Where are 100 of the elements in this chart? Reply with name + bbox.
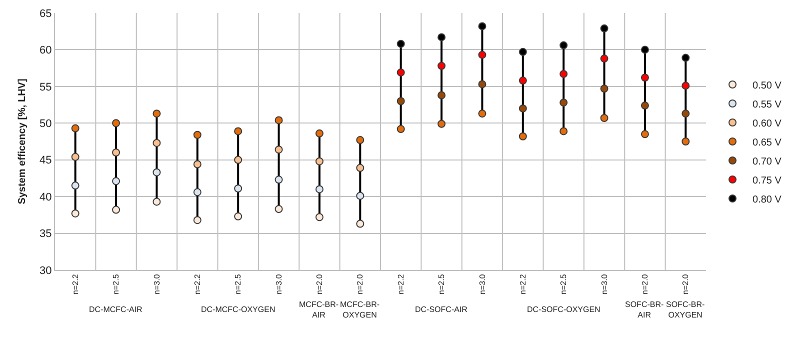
text: MCFC-BR-AIR [299,300,339,320]
y-tick-label: 55 [40,81,52,94]
point [152,110,161,118]
point [193,160,202,168]
point [71,124,80,132]
point [152,168,161,176]
text: SOFC-BR-OXYGEN [666,300,705,320]
point [560,70,568,78]
point [600,24,608,32]
point [315,213,324,222]
y-tick-label: 60 [40,44,52,57]
point [600,84,608,93]
point [438,91,446,100]
legend-label: 0.60 V [752,118,782,130]
text: MCFC-BR-OXYGEN [340,300,380,320]
legend-label: 0.75 V [752,175,782,186]
point [396,40,405,48]
point [560,41,568,50]
point [274,146,283,154]
point [396,125,405,134]
legend-label: 0.80 V [752,194,782,206]
point [560,127,568,136]
text: DC-MCFC-AIR [89,305,143,314]
point [600,54,608,63]
point [234,156,242,164]
point [518,104,527,112]
point [315,185,324,194]
point [640,102,649,110]
point [152,198,161,206]
point [315,157,324,166]
point [640,46,649,54]
point [112,206,120,214]
point [640,74,649,82]
legend-label: 0.65 V [752,137,782,148]
x-tick-label: n=2.0 [681,274,690,294]
x-tick-label: n=2.2 [396,274,406,294]
point [71,182,80,190]
point [234,212,242,220]
x-tick-label: n=3.0 [152,274,162,294]
point [234,127,242,136]
point [193,130,202,139]
y-tick-label: 30 [40,264,52,277]
text: DC-SOFC-AIR [415,305,468,314]
point [274,176,283,184]
point [193,188,202,196]
point [438,62,446,70]
point [274,116,283,124]
y-tick-label: 45 [40,154,52,167]
x-tick-label: n=2.5 [437,274,446,294]
x-tick-label: n=2.2 [518,274,528,294]
point [682,138,690,146]
y-tick-label: 50 [40,118,52,130]
legend-label: 0.55 V [752,99,782,110]
point [518,76,527,85]
point [356,136,364,144]
point [560,98,568,107]
legend-label: 0.70 V [752,156,782,168]
x-tick-label: n=2.0 [356,274,365,294]
point [478,22,486,30]
x-tick-label: n=3.0 [478,274,487,294]
text: DC-MCFC-OXYGEN [201,305,276,314]
point [682,54,690,62]
y-tick-label: 35 [40,228,52,240]
point [600,114,608,122]
point [478,110,486,118]
point [112,119,120,128]
point [71,152,80,161]
y-axis-title: System efficency [%, LHV] [17,78,28,204]
point [396,97,405,106]
x-tick-label: n=2.5 [559,274,568,294]
point [356,220,364,228]
point [640,130,649,138]
point [518,48,527,56]
text: DC-SOFC-OXYGEN [527,305,601,314]
point [274,205,283,214]
point [71,209,80,218]
x-tick-label: n=2.0 [315,274,324,294]
x-tick-label: n=2.2 [193,274,202,294]
point [315,129,324,138]
y-tick-label: 40 [40,191,52,204]
point [478,80,486,88]
x-tick-label: n=2.2 [70,274,80,294]
x-tick-label: n=3.0 [600,274,609,294]
point [682,110,690,118]
x-tick-label: n=2.5 [112,274,121,294]
point [682,82,690,90]
point [438,33,446,42]
point [112,148,120,157]
point [518,132,527,140]
point [438,120,446,128]
x-tick-label: n=2.5 [234,274,243,294]
legend-label: 0.50 V [752,80,782,92]
point [356,164,364,172]
point [396,68,405,76]
point [234,184,242,192]
y-tick-label: 65 [40,8,52,20]
point [112,177,120,186]
point [193,216,202,224]
x-tick-label: n=3.0 [274,274,284,294]
point [152,138,161,147]
